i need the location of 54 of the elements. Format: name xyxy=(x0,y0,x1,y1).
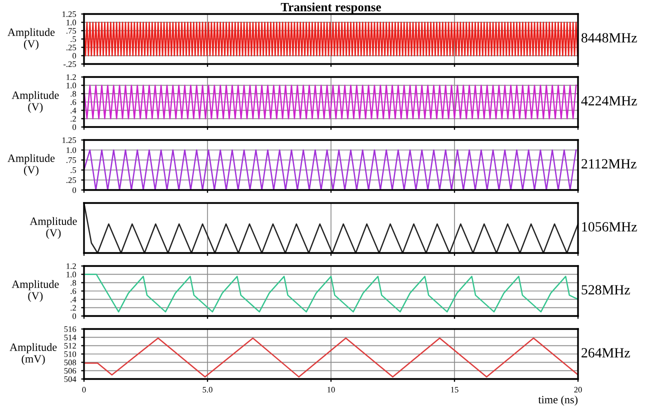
y-tick-label: 510 xyxy=(64,351,76,357)
chart-title: Transient response xyxy=(280,2,381,14)
y-tick-label: .2 xyxy=(70,116,76,122)
y-tick-label: .2 xyxy=(70,305,76,311)
series-label: 2112MHz xyxy=(582,159,636,168)
y-tick-label: 1.25 xyxy=(62,11,76,18)
y-axis-title: Amplitude (V) xyxy=(8,154,55,176)
y-tick-label: 0 xyxy=(72,124,76,130)
y-tick-label: -.25 xyxy=(63,61,76,68)
x-axis-title: time (ns) xyxy=(538,396,578,406)
y-axis-title: Amplitude (V) xyxy=(12,91,59,113)
y-axis-title: Amplitude (mV) xyxy=(10,343,57,365)
y-tick-label: 512 xyxy=(64,343,76,349)
y-tick-label: .25 xyxy=(66,177,76,184)
y-tick-label: .5 xyxy=(70,167,76,174)
y-tick-label: .6 xyxy=(70,288,76,294)
y-tick-label: 1.0 xyxy=(66,272,76,278)
y-tick-label: 0 xyxy=(72,187,76,193)
series-label: 1056MHz xyxy=(582,222,637,232)
y-tick-label: 514 xyxy=(64,334,76,340)
series-label: 264MHz xyxy=(582,348,630,358)
y-tick-label: 1.2 xyxy=(66,263,76,270)
y-tick-label: .5 xyxy=(70,36,76,42)
series-label: 8448MHz xyxy=(581,33,637,42)
y-tick-label: 516 xyxy=(64,326,76,332)
line-series xyxy=(84,274,578,312)
y-tick-label: 1.25 xyxy=(62,137,76,144)
x-tick-label: 20 xyxy=(574,386,582,393)
y-tick-label: .25 xyxy=(66,44,76,50)
y-tick-label: .4 xyxy=(70,296,76,302)
y-tick-label: .8 xyxy=(70,91,76,97)
x-tick-label: 5.0 xyxy=(202,386,212,393)
x-tick-label: 0 xyxy=(82,386,86,393)
y-tick-label: 0 xyxy=(72,313,76,319)
y-tick-label: 1.0 xyxy=(66,20,76,26)
series-label: 4224MHz xyxy=(581,96,637,106)
y-tick-label: .75 xyxy=(66,157,76,164)
series-label: 528MHz xyxy=(582,285,630,294)
y-tick-label: .8 xyxy=(70,280,76,286)
x-tick-label: 10 xyxy=(328,386,335,393)
y-tick-label: .6 xyxy=(70,99,76,106)
x-tick-label: 15 xyxy=(451,386,458,393)
y-tick-label: 0 xyxy=(72,53,76,59)
y-tick-label: 1.0 xyxy=(66,147,76,154)
y-axis-title: Amplitude (V) xyxy=(8,28,55,50)
y-axis-title: Amplitude (V) xyxy=(30,217,77,239)
y-axis-title: Amplitude (V) xyxy=(12,280,59,302)
y-tick-label: 504 xyxy=(64,376,76,382)
y-tick-label: 506 xyxy=(64,368,76,374)
y-tick-label: 1.2 xyxy=(66,74,76,80)
y-tick-label: 508 xyxy=(64,360,76,366)
y-tick-label: .4 xyxy=(70,108,76,114)
y-tick-label: .75 xyxy=(66,28,76,34)
y-tick-label: 1.0 xyxy=(66,82,76,88)
